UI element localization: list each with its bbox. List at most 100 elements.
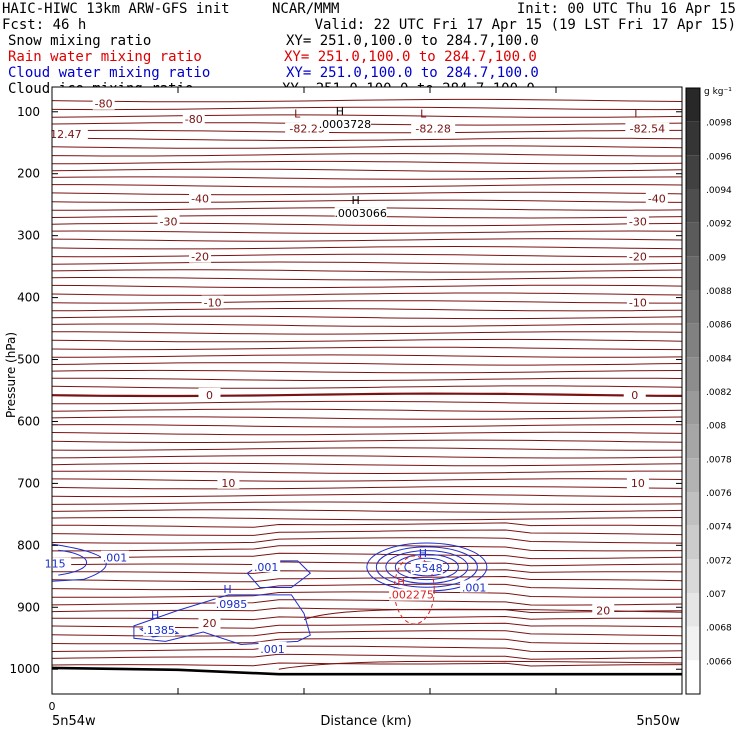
isotherm <box>51 486 683 490</box>
valid-time: Valid: 22 UTC Fri 17 Apr 15 (19 LST Fri … <box>315 17 736 33</box>
y-tick-label: 300 <box>17 229 40 243</box>
isotherm <box>51 346 683 351</box>
colorbar-swatch <box>686 155 700 189</box>
isotherm-label: -40 <box>648 192 666 205</box>
x-axis-label: Distance (km) <box>320 714 411 729</box>
colorbar-swatch <box>686 424 700 459</box>
field-xy-rain: XY= 251.0,100.0 to 284.7,100.0 <box>284 49 537 65</box>
field-xy-snow: XY= 251.0,100.0 to 284.7,100.0 <box>286 33 539 49</box>
colorbar-tick-label: .0076 <box>706 489 732 499</box>
isotherm <box>51 392 683 398</box>
model-title: HAIC-HIWC 13km ARW-GFS init <box>2 1 230 17</box>
isotherm-label: -80 <box>185 113 203 126</box>
isotherm <box>51 269 683 273</box>
cloud-water-contour-label: .001 <box>462 581 487 594</box>
y-tick-label: 100 <box>17 105 40 119</box>
isotherm <box>51 509 683 513</box>
label-mask <box>189 249 212 263</box>
cloud-ice-maximum-marker: H <box>336 105 344 118</box>
isotherm-label: 10 <box>631 477 645 490</box>
isotherm <box>51 245 683 250</box>
isotherm-label: 0 <box>206 389 213 402</box>
isotherm <box>51 529 683 536</box>
label-mask <box>258 641 287 654</box>
x-start-label: 5n54w <box>52 714 96 729</box>
cloud-ice-maximum-value: .0003728 <box>319 118 372 131</box>
colorbar-swatch <box>686 290 700 324</box>
y-tick-label: 500 <box>17 353 40 367</box>
isotherm <box>51 114 683 118</box>
isotherm <box>51 569 683 574</box>
rain-maximum-value: .002275 <box>388 589 434 602</box>
y-tick-label: 800 <box>17 538 40 552</box>
label-mask <box>92 96 115 110</box>
isotherm <box>52 545 683 552</box>
colorbar-swatch <box>686 222 700 257</box>
label-mask <box>101 550 129 563</box>
cloud-water-maximum-marker: H <box>419 547 427 560</box>
isotherm <box>51 261 683 265</box>
y-axis-label: Pressure (hPa) <box>4 332 18 418</box>
y-tick-label: 900 <box>17 600 40 614</box>
isotherm <box>51 637 682 645</box>
cloud-water-maximum-value: .1385 <box>143 624 175 637</box>
isotherm <box>51 424 683 428</box>
plot-background <box>52 87 682 694</box>
label-mask <box>252 560 281 573</box>
field-name-cloud-water: Cloud water mixing ratio <box>8 65 210 81</box>
isotherm <box>51 222 683 227</box>
isotherm <box>51 447 682 451</box>
isotherm <box>51 599 683 606</box>
temperature-extremum-value: -82.54 <box>630 123 665 136</box>
x-axis <box>51 87 683 694</box>
isotherm <box>51 284 683 289</box>
isotherm <box>51 537 683 544</box>
label-mask <box>215 597 248 610</box>
org-label: NCAR/MMM <box>272 1 339 17</box>
temperature-minimum-marker: L <box>634 108 641 121</box>
x-tick-label: 0 <box>49 700 56 713</box>
colorbar-tick-label: .0092 <box>706 220 732 230</box>
colorbar-swatch <box>686 88 700 122</box>
label-mask <box>626 295 649 309</box>
colorbar-swatch <box>686 525 700 560</box>
cloud-water-contour <box>404 557 450 577</box>
colorbar-swatch <box>686 121 700 156</box>
colorbar-tick-label: .0088 <box>706 287 732 297</box>
isotherm <box>51 199 683 204</box>
temperature-extremum-value: -82.25 <box>289 123 324 136</box>
isotherm-label: 0 <box>631 389 638 402</box>
colorbar-swatch <box>686 256 700 290</box>
isotherm <box>51 323 682 327</box>
field-name-rain: Rain water mixing ratio <box>8 49 202 65</box>
isotherm-label: -30 <box>160 215 178 228</box>
isotherm-label: -20 <box>191 251 209 264</box>
label-mask <box>410 562 443 575</box>
colorbar-swatch <box>686 559 700 593</box>
rain-maximum-marker: H <box>397 578 405 589</box>
isotherm <box>51 338 683 343</box>
colorbar-unit: g kg⁻¹ <box>704 87 732 97</box>
isotherm <box>51 191 683 196</box>
label-mask <box>626 475 649 489</box>
isotherm <box>51 552 683 560</box>
isotherm <box>51 416 683 420</box>
isotherm <box>51 493 683 498</box>
isotherm <box>51 662 683 667</box>
cloud-water-contour-label: .001 <box>254 561 279 574</box>
y-tick-label: 200 <box>17 167 40 181</box>
cloud-water-maximum-marker: H <box>223 583 231 596</box>
isotherm <box>51 168 683 172</box>
isotherm <box>51 253 683 258</box>
colorbar-swatch <box>686 391 700 425</box>
label-mask <box>645 191 668 205</box>
isotherm <box>51 98 683 103</box>
field-xy-cloud-water: XY= 251.0,100.0 to 284.7,100.0 <box>286 65 539 81</box>
isotherm <box>51 439 683 443</box>
label-mask <box>318 117 371 130</box>
label-mask <box>157 214 180 228</box>
isotherm <box>51 160 683 165</box>
y-tick-label: 1000 <box>9 662 40 676</box>
ground-line <box>51 666 682 676</box>
isotherm <box>51 455 683 459</box>
